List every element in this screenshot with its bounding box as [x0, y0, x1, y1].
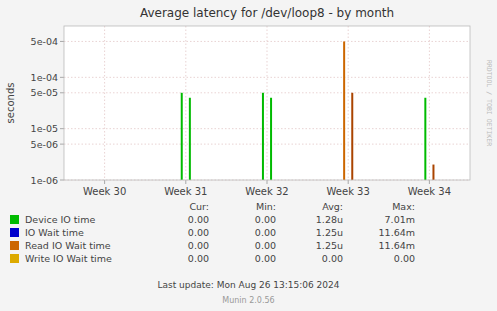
spike — [424, 98, 426, 180]
y-tick-label: 1e-05 — [31, 123, 58, 134]
plot-frame — [64, 26, 470, 180]
legend-label: Device IO time — [25, 214, 95, 225]
tick-mark — [60, 77, 64, 78]
legend-swatch — [10, 228, 19, 237]
table-cell: 0.00 — [394, 253, 415, 264]
table-cell: 1.25u — [316, 227, 343, 238]
tick-mark — [60, 180, 64, 181]
last-update: Last update: Mon Aug 26 13:15:06 2024 — [158, 280, 340, 290]
grid-line — [348, 26, 349, 180]
table-cell: 11.64m — [379, 240, 415, 251]
x-tick-label: Week 32 — [245, 186, 288, 197]
tick-mark — [104, 180, 105, 184]
legend-label: Write IO Wait time — [25, 253, 112, 264]
spike — [189, 98, 191, 180]
table-cell: 0.00 — [188, 227, 209, 238]
legend-swatch — [10, 254, 19, 263]
table-cell: 1.25u — [316, 240, 343, 251]
spike — [343, 41, 345, 180]
spike — [181, 93, 183, 180]
table-cell: 7.01m — [385, 214, 415, 225]
tick-mark — [60, 144, 64, 145]
tick-mark — [185, 180, 186, 184]
title: Average latency for /dev/loop8 - by mont… — [140, 6, 394, 20]
table-cell: 0.00 — [255, 214, 276, 225]
table-cell: 0.00 — [255, 253, 276, 264]
grid-line — [64, 144, 470, 145]
legend-swatch — [10, 241, 19, 250]
table-header: Cur: — [189, 201, 209, 212]
table-cell: 0.00 — [188, 240, 209, 251]
tick-mark — [429, 180, 430, 184]
table-header: Max: — [392, 201, 415, 212]
y-tick-label: 5e-06 — [31, 139, 58, 150]
y-tick-label: 5e-04 — [31, 36, 58, 47]
spike — [270, 98, 272, 180]
y-axis-label: seconds — [5, 83, 16, 124]
tick-mark — [60, 41, 64, 42]
tick-mark — [60, 92, 64, 93]
grid-line — [267, 26, 268, 180]
grid-line — [64, 77, 470, 78]
table-cell: 0.00 — [255, 227, 276, 238]
grid-line — [429, 26, 430, 180]
tick-mark — [348, 180, 349, 184]
table-cell: 11.64m — [379, 227, 415, 238]
x-tick-label: Week 34 — [408, 186, 451, 197]
table-cell: 0.00 — [188, 214, 209, 225]
table-cell: 0.00 — [322, 253, 343, 264]
tick-mark — [267, 180, 268, 184]
grid-line — [185, 26, 186, 180]
chart: 1e-06 5e-06 1e-05 5e-05 1e-04 5e-04 Week 30 Wee… — [0, 0, 497, 311]
x-tick-label: Week 30 — [83, 186, 126, 197]
plot-area — [64, 26, 470, 180]
table-header: Min: — [256, 201, 276, 212]
marks — [181, 41, 435, 180]
y-tick-label: 1e-06 — [31, 175, 58, 186]
x-tick-label: Week 33 — [327, 186, 370, 197]
table-cell: 0.00 — [255, 240, 276, 251]
table-cell: 0.00 — [188, 253, 209, 264]
y-tick-label: 5e-05 — [31, 87, 58, 98]
legend-swatch — [10, 215, 19, 224]
watermark: RRDTOOL / TOBI OETIKER — [485, 60, 493, 146]
spike — [351, 93, 353, 180]
spike — [262, 93, 264, 180]
table-cell: 1.28u — [316, 214, 343, 225]
y-tick-label: 1e-04 — [31, 72, 58, 83]
version: Munin 2.0.56 — [222, 296, 274, 305]
legend-label: IO Wait time — [25, 227, 84, 238]
tick-mark — [60, 128, 64, 129]
grid — [64, 26, 470, 180]
x-tick-label: Week 31 — [164, 186, 207, 197]
grid-line — [104, 26, 105, 180]
table-header: Avg: — [322, 201, 343, 212]
spike — [432, 165, 434, 180]
legend-label: Read IO Wait time — [25, 240, 111, 251]
background — [0, 0, 497, 311]
